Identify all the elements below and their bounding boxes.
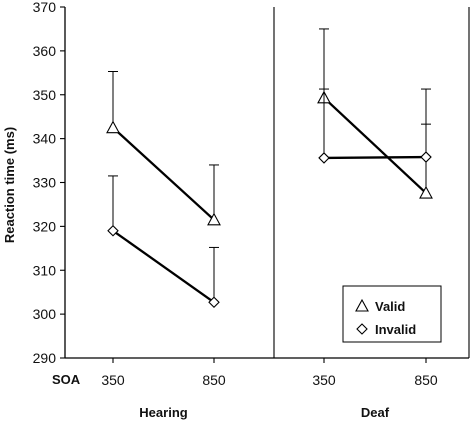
series-line-valid xyxy=(112,126,215,221)
y-axis-ticks: 290 300 310 320 330 340 350 360 370 xyxy=(33,0,65,366)
data-point-invalid xyxy=(420,151,432,163)
panel-label-hearing: Hearing xyxy=(139,405,187,420)
legend-box xyxy=(342,285,442,343)
data-point-invalid xyxy=(208,296,220,309)
series-line-valid xyxy=(323,96,427,194)
y-tick-label: 290 xyxy=(33,350,57,366)
y-tick-label: 350 xyxy=(33,87,57,103)
y-tick-label: 340 xyxy=(33,131,57,147)
data-point-valid xyxy=(207,212,221,226)
y-tick-label: 320 xyxy=(33,218,57,234)
panel-labels: Hearing Deaf xyxy=(139,405,389,420)
data-point-invalid xyxy=(318,152,330,164)
data-point-invalid xyxy=(107,224,119,237)
series-line-invalid xyxy=(112,229,215,304)
x-tick-label: 850 xyxy=(202,372,226,388)
legend-valid-label: Valid xyxy=(375,299,405,314)
x-axis-ticks: 350 850 350 850 xyxy=(101,358,438,388)
y-tick-label: 310 xyxy=(33,262,57,278)
data-point-valid xyxy=(419,185,433,199)
legend-invalid-label: Invalid xyxy=(375,322,416,337)
legend-invalid-marker-icon xyxy=(356,323,368,335)
y-tick-label: 330 xyxy=(33,175,57,191)
data-point-valid xyxy=(106,120,120,134)
y-axis-label: Reaction time (ms) xyxy=(2,127,17,243)
legend: Valid Invalid xyxy=(342,285,442,343)
x-axis-label: SOA xyxy=(52,372,81,387)
x-tick-label: 350 xyxy=(101,372,125,388)
series-line-invalid xyxy=(323,155,427,160)
legend-valid-marker-icon xyxy=(355,298,369,312)
y-tick-label: 300 xyxy=(33,306,57,322)
panel-label-deaf: Deaf xyxy=(361,405,390,420)
x-tick-label: 350 xyxy=(312,372,336,388)
y-tick-label: 360 xyxy=(33,43,57,59)
x-tick-label: 850 xyxy=(414,372,438,388)
y-tick-label: 370 xyxy=(33,0,57,15)
data-series xyxy=(106,28,433,309)
